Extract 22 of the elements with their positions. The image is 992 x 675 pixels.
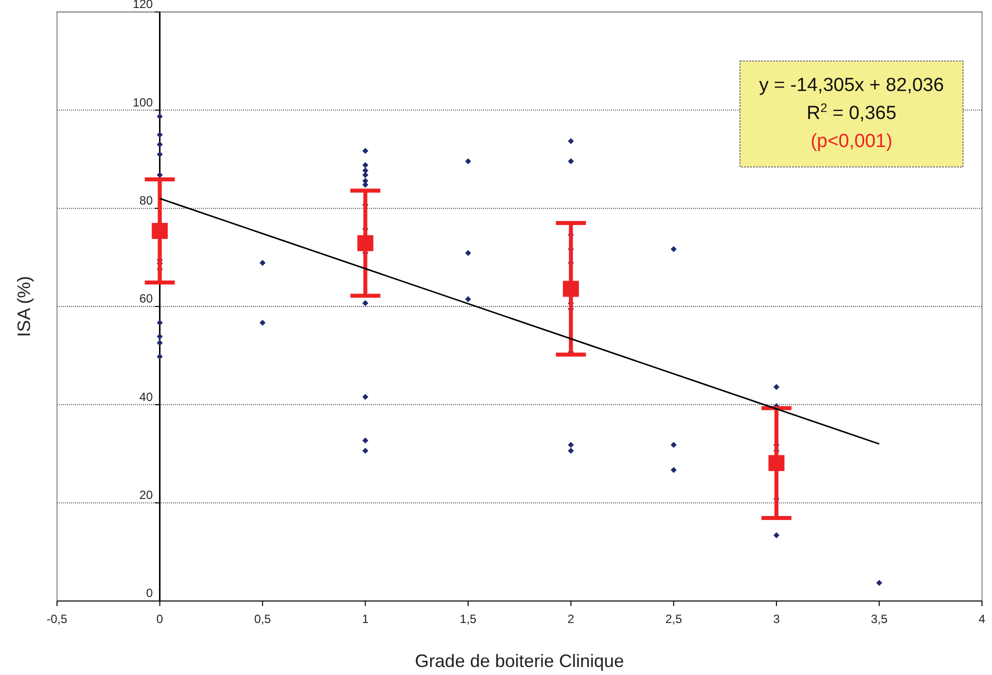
annotation: R$^{2}$ = 0,365 <box>806 101 896 124</box>
y-tick-label: 60 <box>139 292 154 306</box>
x-tick-label: 0,5 <box>254 612 272 626</box>
x-tick-label: 3 <box>773 612 780 626</box>
x-tick-label: 0 <box>156 612 164 626</box>
y-axis-title: ISA (%) <box>14 276 34 338</box>
y-tick-label: 0 <box>146 586 154 600</box>
x-tick-label: 2 <box>568 612 575 626</box>
annotation: y = -14,305x + 82,036 <box>759 75 944 96</box>
x-tick-label: 3,5 <box>870 612 888 626</box>
x-tick-label: 1 <box>362 612 369 626</box>
x-tick-label: 2,5 <box>665 612 682 626</box>
y-tick-label: 80 <box>139 194 154 208</box>
y-tick-label: 40 <box>139 390 154 404</box>
y-tick-label: 100 <box>132 95 154 110</box>
x-tick-label: 4 <box>978 612 986 626</box>
annotation: (p<0,001) <box>810 131 892 152</box>
y-tick-label: 120 <box>132 0 154 12</box>
y-tick-label: 20 <box>139 488 154 502</box>
x-axis-title: Grade de boiterie Clinique <box>414 651 624 671</box>
x-tick-label: -0,5 <box>46 612 68 626</box>
x-tick-label: 1,5 <box>460 612 477 626</box>
